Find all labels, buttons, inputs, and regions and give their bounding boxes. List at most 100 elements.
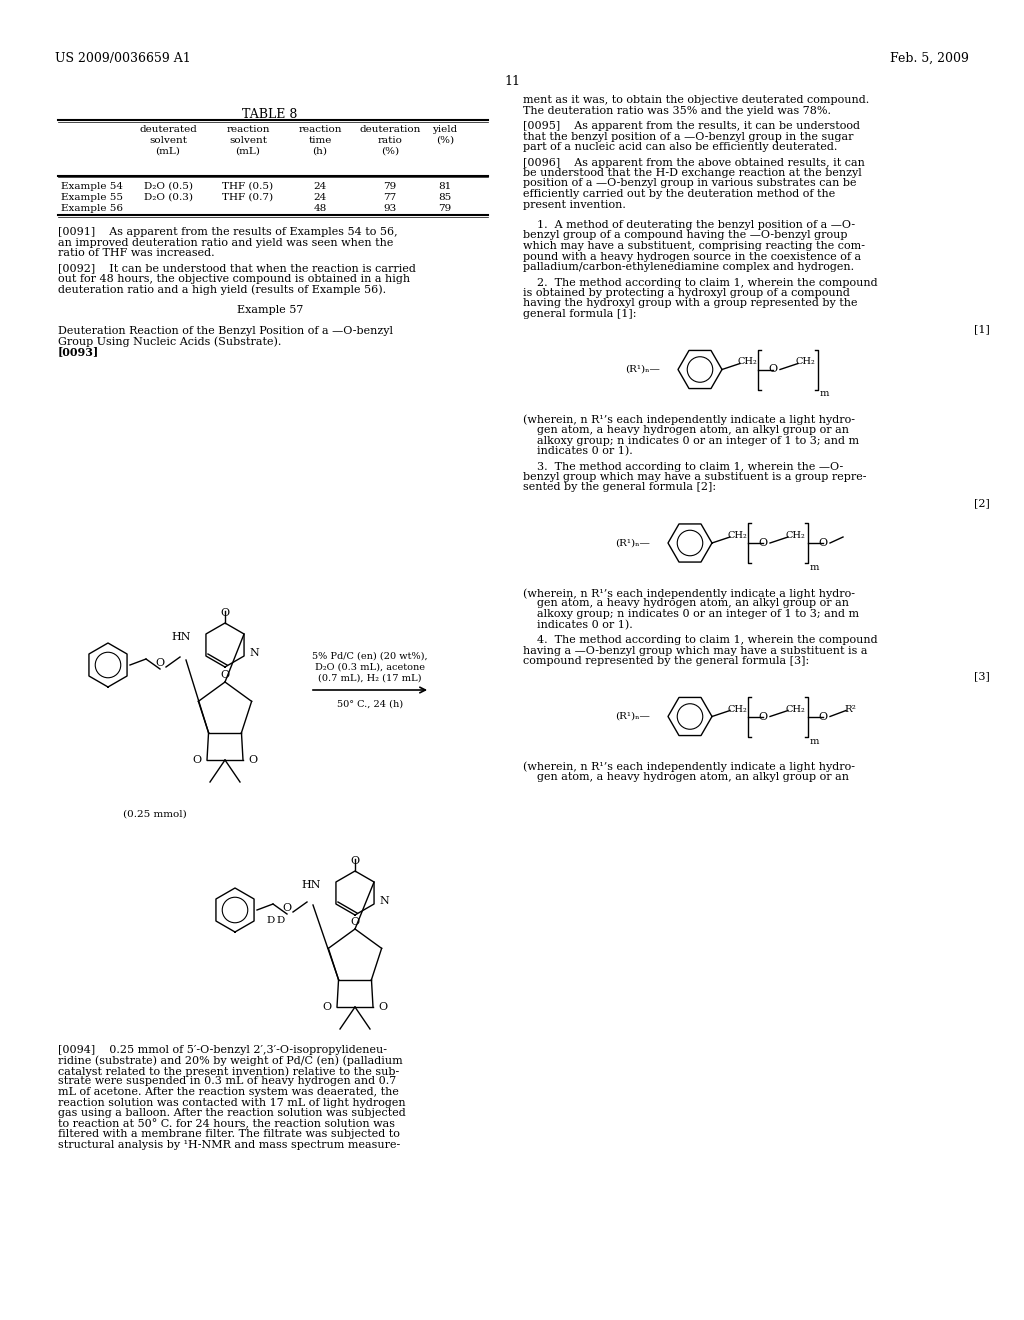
Text: having the hydroxyl group with a group represented by the: having the hydroxyl group with a group r… — [523, 298, 857, 309]
Text: CH₂: CH₂ — [728, 705, 748, 714]
Text: THF (0.5): THF (0.5) — [222, 182, 273, 191]
Text: (R¹)ₙ—: (R¹)ₙ— — [615, 539, 650, 548]
Text: 85: 85 — [438, 193, 452, 202]
Text: gen atom, a heavy hydrogen atom, an alkyl group or an: gen atom, a heavy hydrogen atom, an alky… — [523, 425, 849, 436]
Text: ment as it was, to obtain the objective deuterated compound.: ment as it was, to obtain the objective … — [523, 95, 869, 106]
Text: 11: 11 — [504, 75, 520, 88]
Text: strate were suspended in 0.3 mL of heavy hydrogen and 0.7: strate were suspended in 0.3 mL of heavy… — [58, 1077, 396, 1086]
Text: mL of acetone. After the reaction system was deaerated, the: mL of acetone. After the reaction system… — [58, 1086, 399, 1097]
Text: D: D — [267, 916, 275, 925]
Text: pound with a heavy hydrogen source in the coexistence of a: pound with a heavy hydrogen source in th… — [523, 252, 861, 261]
Text: TABLE 8: TABLE 8 — [243, 108, 298, 121]
Text: 1.  A method of deuterating the benzyl position of a —O-: 1. A method of deuterating the benzyl po… — [523, 220, 855, 230]
Text: 81: 81 — [438, 182, 452, 191]
Text: to reaction at 50° C. for 24 hours, the reaction solution was: to reaction at 50° C. for 24 hours, the … — [58, 1118, 395, 1129]
Text: gas using a balloon. After the reaction solution was subjected: gas using a balloon. After the reaction … — [58, 1107, 406, 1118]
Text: [0095]    As apparent from the results, it can be understood: [0095] As apparent from the results, it … — [523, 121, 860, 131]
Text: O: O — [350, 855, 359, 866]
Text: (h): (h) — [312, 147, 328, 156]
Text: 93: 93 — [383, 205, 396, 213]
Text: solvent: solvent — [150, 136, 187, 145]
Text: HN: HN — [171, 632, 191, 642]
Text: [0096]    As apparent from the above obtained results, it can: [0096] As apparent from the above obtain… — [523, 157, 865, 168]
Text: reaction: reaction — [226, 125, 269, 135]
Text: Example 55: Example 55 — [61, 193, 123, 202]
Text: [0094]    0.25 mmol of 5′-O-benzyl 2′,3′-O-isopropylideneu-: [0094] 0.25 mmol of 5′-O-benzyl 2′,3′-O-… — [58, 1045, 387, 1055]
Text: O: O — [249, 755, 258, 766]
Text: [0093]: [0093] — [58, 346, 99, 358]
Text: alkoxy group; n indicates 0 or an integer of 1 to 3; and m: alkoxy group; n indicates 0 or an intege… — [523, 609, 859, 619]
Text: N: N — [379, 896, 389, 906]
Text: out for 48 hours, the objective compound is obtained in a high: out for 48 hours, the objective compound… — [58, 275, 411, 284]
Text: m: m — [810, 564, 819, 572]
Text: be understood that the H-D exchange reaction at the benzyl: be understood that the H-D exchange reac… — [523, 168, 862, 178]
Text: Example 57: Example 57 — [237, 305, 303, 315]
Text: general formula [1]:: general formula [1]: — [523, 309, 637, 319]
Text: efficiently carried out by the deuteration method of the: efficiently carried out by the deuterati… — [523, 189, 836, 199]
Text: 77: 77 — [383, 193, 396, 202]
Text: having a —O-benzyl group which may have a substituent is a: having a —O-benzyl group which may have … — [523, 645, 867, 656]
Text: compound represented by the general formula [3]:: compound represented by the general form… — [523, 656, 809, 667]
Text: D₂O (0.3): D₂O (0.3) — [143, 193, 193, 202]
Text: (wherein, n R¹’s each independently indicate a light hydro-: (wherein, n R¹’s each independently indi… — [523, 587, 855, 598]
Text: R²: R² — [844, 705, 856, 714]
Text: [0092]    It can be understood that when the reaction is carried: [0092] It can be understood that when th… — [58, 264, 416, 273]
Text: yield: yield — [432, 125, 458, 135]
Text: which may have a substituent, comprising reacting the com-: which may have a substituent, comprising… — [523, 242, 865, 251]
Text: 24: 24 — [313, 182, 327, 191]
Text: (%): (%) — [381, 147, 399, 156]
Text: D: D — [276, 916, 285, 925]
Text: [1]: [1] — [974, 325, 990, 334]
Text: [3]: [3] — [974, 672, 990, 681]
Text: O: O — [283, 903, 292, 913]
Text: (R¹)ₙ—: (R¹)ₙ— — [625, 366, 660, 374]
Text: O: O — [759, 539, 768, 548]
Text: Group Using Nucleic Acids (Substrate).: Group Using Nucleic Acids (Substrate). — [58, 337, 282, 347]
Text: gen atom, a heavy hydrogen atom, an alkyl group or an: gen atom, a heavy hydrogen atom, an alky… — [523, 598, 849, 609]
Text: indicates 0 or 1).: indicates 0 or 1). — [523, 446, 633, 457]
Text: (0.25 mmol): (0.25 mmol) — [123, 810, 186, 818]
Text: CH₂: CH₂ — [738, 358, 758, 367]
Text: alkoxy group; n indicates 0 or an integer of 1 to 3; and m: alkoxy group; n indicates 0 or an intege… — [523, 436, 859, 446]
Text: palladium/carbon-ethylenediamine complex and hydrogen.: palladium/carbon-ethylenediamine complex… — [523, 261, 854, 272]
Text: 3.  The method according to claim 1, wherein the —O-: 3. The method according to claim 1, wher… — [523, 462, 843, 471]
Text: HN: HN — [301, 880, 321, 890]
Text: O: O — [156, 657, 165, 668]
Text: (R¹)ₙ—: (R¹)ₙ— — [615, 711, 650, 721]
Text: (wherein, n R¹’s each independently indicate a light hydro-: (wherein, n R¹’s each independently indi… — [523, 414, 855, 425]
Text: is obtained by protecting a hydroxyl group of a compound: is obtained by protecting a hydroxyl gro… — [523, 288, 850, 298]
Text: Deuteration Reaction of the Benzyl Position of a —O-benzyl: Deuteration Reaction of the Benzyl Posit… — [58, 326, 393, 335]
Text: (wherein, n R¹’s each independently indicate a light hydro-: (wherein, n R¹’s each independently indi… — [523, 762, 855, 772]
Text: ratio of THF was increased.: ratio of THF was increased. — [58, 248, 215, 257]
Text: 50° C., 24 (h): 50° C., 24 (h) — [337, 700, 403, 709]
Text: CH₂: CH₂ — [728, 531, 748, 540]
Text: m: m — [820, 389, 829, 399]
Text: O: O — [323, 1002, 332, 1012]
Text: solvent: solvent — [229, 136, 267, 145]
Text: O: O — [768, 364, 777, 375]
Text: catalyst related to the present invention) relative to the sub-: catalyst related to the present inventio… — [58, 1067, 399, 1077]
Text: Example 54: Example 54 — [61, 182, 123, 191]
Text: O: O — [220, 671, 229, 680]
Text: structural analysis by ¹H-NMR and mass spectrum measure-: structural analysis by ¹H-NMR and mass s… — [58, 1139, 400, 1150]
Text: O: O — [818, 711, 827, 722]
Text: [2]: [2] — [974, 498, 990, 508]
Text: that the benzyl position of a —O-benzyl group in the sugar: that the benzyl position of a —O-benzyl … — [523, 132, 853, 141]
Text: THF (0.7): THF (0.7) — [222, 193, 273, 202]
Text: an improved deuteration ratio and yield was seen when the: an improved deuteration ratio and yield … — [58, 238, 393, 248]
Text: indicates 0 or 1).: indicates 0 or 1). — [523, 619, 633, 630]
Text: D₂O (0.3 mL), acetone: D₂O (0.3 mL), acetone — [315, 663, 425, 672]
Text: (0.7 mL), H₂ (17 mL): (0.7 mL), H₂ (17 mL) — [318, 675, 422, 682]
Text: reaction solution was contacted with 17 mL of light hydrogen: reaction solution was contacted with 17 … — [58, 1097, 406, 1107]
Text: deuterated: deuterated — [139, 125, 197, 135]
Text: D₂O (0.5): D₂O (0.5) — [143, 182, 193, 191]
Text: 2.  The method according to claim 1, wherein the compound: 2. The method according to claim 1, wher… — [523, 277, 878, 288]
Text: CH₂: CH₂ — [786, 705, 806, 714]
Text: N: N — [249, 648, 259, 657]
Text: benzyl group which may have a substituent is a group repre-: benzyl group which may have a substituen… — [523, 473, 866, 482]
Text: time: time — [308, 136, 332, 145]
Text: O: O — [379, 1002, 387, 1012]
Text: [0091]    As apparent from the results of Examples 54 to 56,: [0091] As apparent from the results of E… — [58, 227, 397, 238]
Text: benzyl group of a compound having the —O-benzyl group: benzyl group of a compound having the —O… — [523, 231, 848, 240]
Text: O: O — [220, 609, 229, 618]
